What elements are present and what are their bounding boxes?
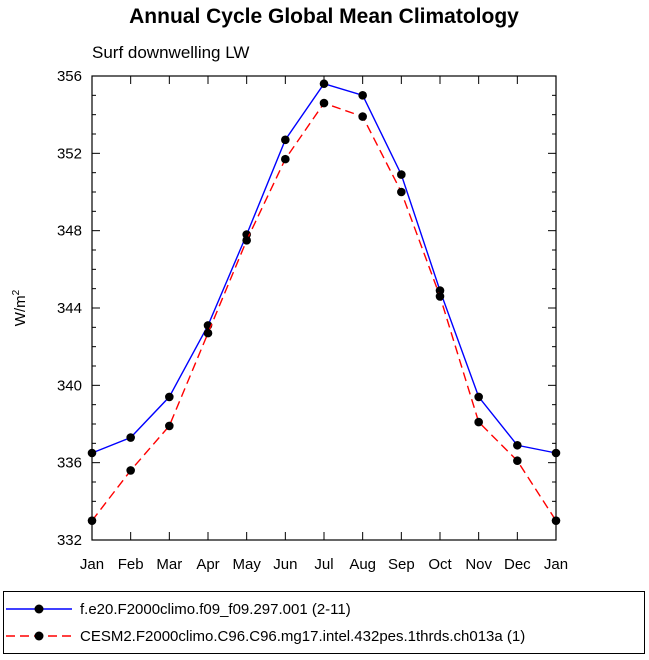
y-tick-label: 352 [57, 145, 82, 162]
series-2-point [203, 328, 213, 338]
x-tick-label: May [232, 556, 261, 573]
series-line-1 [91, 82, 557, 454]
series-2-point [281, 154, 290, 164]
series-2-point [474, 417, 483, 427]
series-2-point [87, 516, 97, 525]
series-1-point [358, 91, 367, 100]
series-1-point [551, 448, 561, 458]
x-tick-label: Sep [388, 556, 415, 573]
x-tick-label: Apr [196, 556, 219, 573]
series-1-point [281, 135, 290, 145]
series-2-point [165, 421, 174, 431]
y-tick-label: 332 [57, 532, 82, 549]
y-tick-label: 356 [57, 68, 82, 85]
plot-frame [91, 75, 557, 541]
x-tick-label: Nov [465, 556, 492, 573]
legend-line-solid-icon [6, 604, 72, 614]
axes: 332 336 340 344 348 352 356 Jan Feb Mar Apr May Jun J… [57, 68, 568, 573]
y-tick-label: 348 [57, 223, 82, 240]
series-2-point [513, 456, 522, 466]
series-1-point [165, 392, 174, 402]
series-1-point [87, 448, 97, 458]
legend-label-1: f.e20.F2000climo.f09_f09.297.001 (2-11) [80, 600, 351, 618]
x-tick-label: Oct [428, 556, 452, 573]
x-tick-label: Jan [80, 556, 104, 573]
x-tick-label: Jan [544, 556, 568, 573]
series-2-point [435, 292, 445, 301]
series-2-point [126, 466, 135, 475]
x-tick-label: Dec [504, 556, 531, 573]
chart: Annual Cycle Global Mean Climatology Sur… [11, 5, 568, 573]
series-layer [87, 79, 561, 525]
series-2-point [551, 516, 561, 525]
x-tick-label: Jul [314, 556, 333, 573]
legend: f.e20.F2000climo.f09_f09.297.001 (2-11) … [3, 591, 645, 654]
x-tick-label: Jun [273, 556, 297, 573]
series-1-point [319, 79, 329, 89]
legend-label-2: CESM2.F2000climo.C96.C96.mg17.intel.432p… [80, 627, 526, 645]
x-tick-label: Aug [349, 556, 376, 573]
series-1-point [513, 440, 522, 450]
series-2-point [397, 187, 406, 197]
x-tick-label: Mar [156, 556, 182, 573]
chart-title: Annual Cycle Global Mean Climatology [129, 5, 519, 28]
chart-subtitle: Surf downwelling LW [92, 43, 249, 62]
series-2-point [242, 236, 251, 245]
y-axis-label: W/m2 [11, 289, 29, 326]
y-tick-label: 344 [57, 300, 82, 317]
series-1-point [397, 170, 406, 179]
y-tick-label: 340 [57, 377, 82, 394]
y-tick-label: 336 [57, 455, 82, 472]
series-1-point [126, 433, 135, 442]
series-line-2 [91, 102, 557, 522]
x-tick-label: Feb [118, 556, 144, 573]
legend-line-dashed-icon [6, 631, 72, 641]
legend-entry-1: f.e20.F2000climo.f09_f09.297.001 (2-11) [4, 596, 351, 622]
series-2-point [358, 112, 367, 121]
series-1-point [474, 392, 483, 402]
series-2-point [319, 98, 329, 108]
legend-entry-2: CESM2.F2000climo.C96.C96.mg17.intel.432p… [4, 623, 525, 649]
